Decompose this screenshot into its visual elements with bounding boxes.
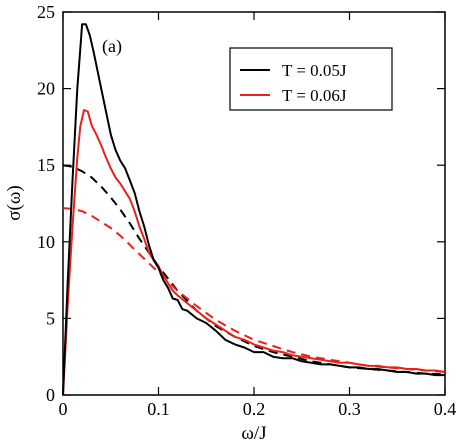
x-tick-label: 0.3 <box>338 399 361 419</box>
y-tick-label: 10 <box>37 232 55 252</box>
legend-label: T = 0.05J <box>282 61 347 80</box>
series-line-2 <box>62 164 446 376</box>
x-tick-label: 0 <box>59 399 68 419</box>
series-line-3 <box>62 207 446 373</box>
legend-box <box>229 47 393 111</box>
series-line-1 <box>62 109 446 396</box>
series-layer <box>62 23 446 396</box>
y-tick-label: 25 <box>37 2 55 22</box>
y-tick-label: 15 <box>37 155 55 175</box>
x-tick-label: 0.4 <box>434 399 457 419</box>
y-tick-label: 20 <box>37 79 55 99</box>
x-tick-label: 0.2 <box>243 399 266 419</box>
legend-label: T = 0.06J <box>282 86 347 105</box>
x-axis-label: ω/J <box>241 423 266 444</box>
series-line-0 <box>62 23 445 396</box>
panel-annotation: (a) <box>102 36 122 57</box>
legend: T = 0.05J T = 0.06J <box>229 47 393 111</box>
y-tick-label: 0 <box>46 385 55 405</box>
axis-ticks: 0 0.1 0.2 0.3 0.4 0 5 10 15 20 25 <box>37 2 456 419</box>
y-axis-label: σ(ω) <box>4 185 25 220</box>
x-tick-label: 0.1 <box>147 399 170 419</box>
y-tick-label: 5 <box>46 308 55 328</box>
